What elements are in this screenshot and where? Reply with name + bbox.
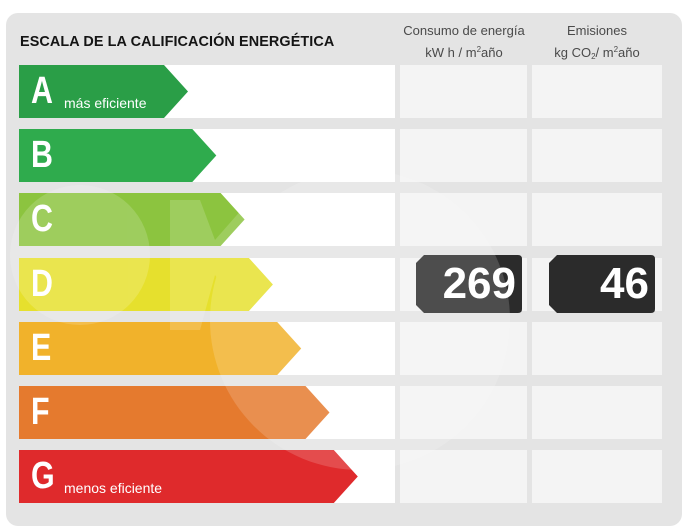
emissions-cell-g (532, 450, 662, 503)
class-f-bar (19, 386, 330, 439)
energy-consumption-unit: kW h / m2año (425, 45, 503, 60)
class-e-arrow (19, 322, 302, 375)
most-efficient-label: más eficiente (64, 95, 147, 111)
class-b-bar (19, 129, 217, 182)
class-a-letter: A (31, 70, 53, 112)
class-a-bar (19, 65, 188, 118)
class-d-arrow (19, 258, 273, 311)
scale-title: ESCALA DE LA CALIFICACIÓN ENERGÉTICA (20, 33, 335, 50)
emissions-cell-b (532, 129, 662, 182)
emissions-cell-c (532, 193, 662, 246)
energy-consumption-header: Consumo de energía kW h / m2año (400, 21, 528, 62)
emissions-unit: kg CO2/ m2año (554, 45, 640, 61)
class-e-bar (19, 322, 302, 375)
energy-cell-b (400, 129, 527, 182)
energy-cell-a (400, 65, 527, 118)
class-g-arrow (19, 450, 358, 503)
class-c-letter: C (31, 198, 53, 240)
energy-cell-g (400, 450, 527, 503)
class-d-bar (19, 258, 273, 311)
energy-value: 269 (442, 259, 516, 308)
class-g-bar (19, 450, 358, 503)
class-b-arrow (19, 129, 217, 182)
emissions-cell-f (532, 386, 662, 439)
class-c-bar (19, 193, 245, 246)
class-f-letter: F (31, 391, 50, 433)
emissions-cell-a (532, 65, 662, 118)
emissions-cell-e (532, 322, 662, 375)
emissions-value: 46 (600, 259, 649, 308)
class-g-letter: G (31, 455, 55, 497)
emissions-rating-badge: 46 (549, 255, 655, 313)
class-e-letter: E (31, 327, 52, 369)
energy-consumption-title: Consumo de energía (403, 23, 525, 38)
energy-cell-f (400, 386, 527, 439)
emissions-title: Emisiones (567, 23, 627, 38)
energy-cell-c (400, 193, 527, 246)
class-a-arrow (19, 65, 188, 118)
class-b-letter: B (31, 134, 53, 176)
class-c-arrow (19, 193, 245, 246)
emissions-header: Emisiones kg CO2/ m2año (532, 21, 662, 66)
class-f-arrow (19, 386, 330, 439)
energy-rating-badge: 269 (416, 255, 522, 313)
energy-cell-e (400, 322, 527, 375)
class-d-letter: D (31, 263, 53, 305)
least-efficient-label: menos eficiente (64, 480, 163, 496)
